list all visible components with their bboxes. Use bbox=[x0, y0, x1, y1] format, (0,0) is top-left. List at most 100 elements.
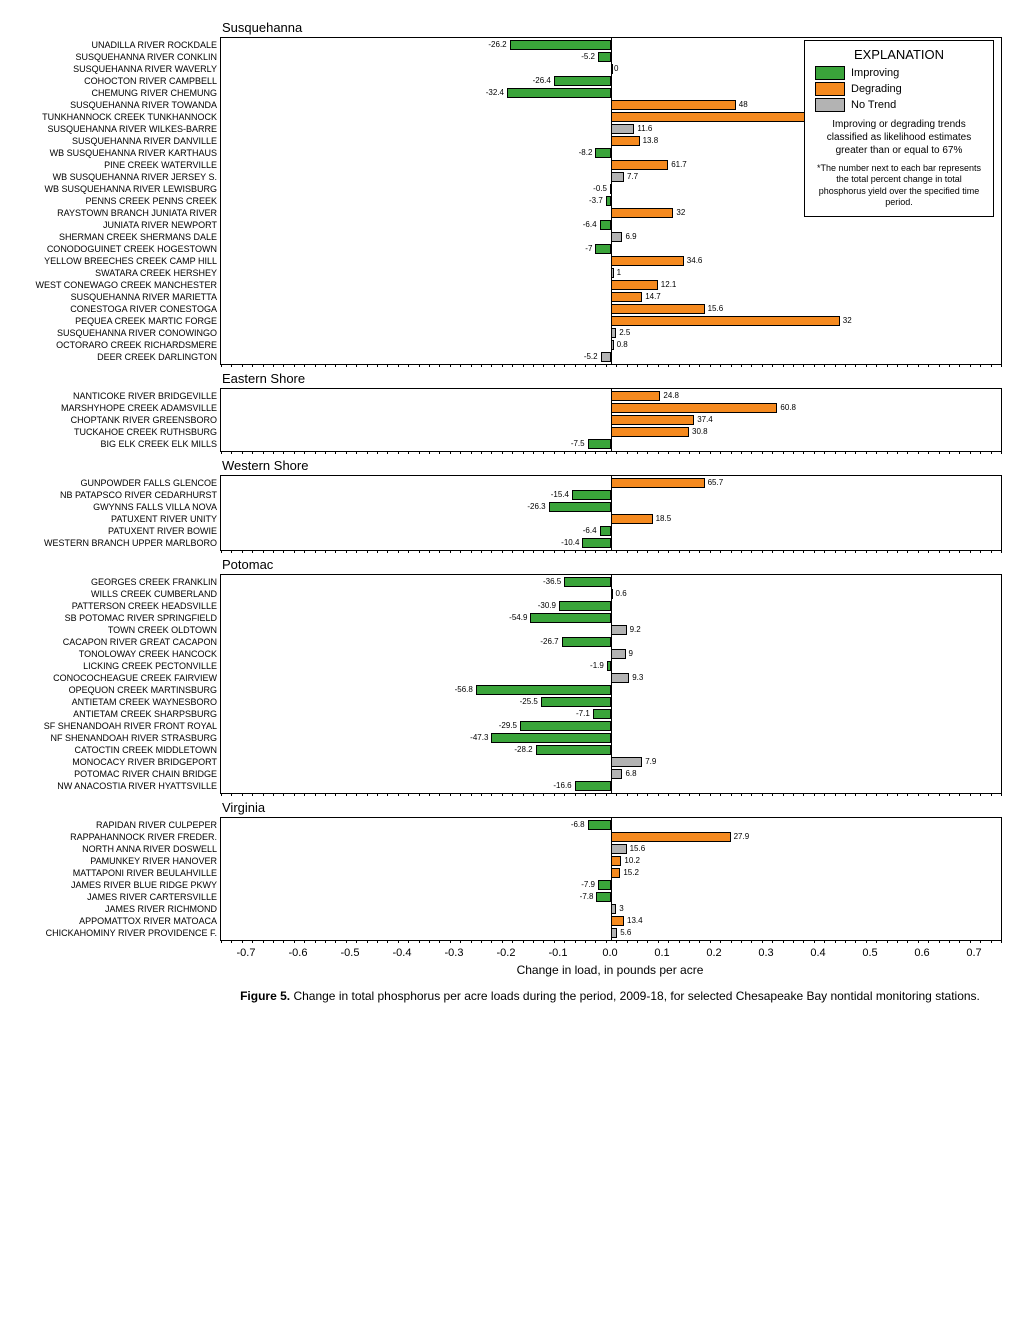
x-tick-label: -0.4 bbox=[393, 947, 412, 959]
minor-tick bbox=[231, 940, 232, 943]
minor-tick bbox=[679, 364, 680, 367]
minor-tick bbox=[699, 550, 700, 553]
minor-tick bbox=[647, 550, 648, 553]
minor-tick bbox=[939, 451, 940, 454]
minor-tick bbox=[710, 940, 711, 943]
minor-tick bbox=[928, 451, 929, 454]
bar-value-label: -10.4 bbox=[561, 537, 579, 549]
minor-tick bbox=[959, 451, 960, 454]
minor-tick bbox=[897, 451, 898, 454]
minor-tick bbox=[450, 451, 451, 454]
bar bbox=[520, 721, 611, 731]
station-label: POTOMAC RIVER CHAIN BRIDGE bbox=[17, 768, 221, 780]
bar bbox=[611, 415, 694, 425]
minor-tick bbox=[855, 793, 856, 796]
station-label: JUNIATA RIVER NEWPORT bbox=[17, 219, 221, 231]
minor-tick bbox=[304, 793, 305, 796]
bar bbox=[491, 733, 611, 743]
bar bbox=[607, 661, 611, 671]
bar bbox=[600, 526, 611, 536]
minor-tick bbox=[523, 940, 524, 943]
station-row: YELLOW BREECHES CREEK CAMP HILL34.6 bbox=[221, 255, 1001, 267]
minor-tick bbox=[866, 550, 867, 553]
bar bbox=[611, 136, 640, 146]
station-label: WB SUSQUEHANNA RIVER LEWISBURG bbox=[17, 183, 221, 195]
station-row: JAMES RIVER RICHMOND3 bbox=[221, 903, 1001, 915]
minor-tick bbox=[876, 550, 877, 553]
minor-tick bbox=[564, 550, 565, 553]
minor-tick bbox=[304, 940, 305, 943]
minor-tick bbox=[668, 364, 669, 367]
minor-tick bbox=[346, 550, 347, 553]
bar bbox=[611, 124, 634, 134]
x-tick-label: -0.2 bbox=[497, 947, 516, 959]
legend-item: No Trend bbox=[815, 98, 983, 112]
station-row: CONESTOGA RIVER CONESTOGA15.6 bbox=[221, 303, 1001, 315]
minor-tick bbox=[616, 550, 617, 553]
bar bbox=[559, 601, 611, 611]
minor-tick bbox=[575, 940, 576, 943]
minor-tick bbox=[762, 793, 763, 796]
panel-title: Virginia bbox=[220, 800, 1000, 815]
station-row: MONOCACY RIVER BRIDGEPORT7.9 bbox=[221, 756, 1001, 768]
station-row: GUNPOWDER FALLS GLENCOE65.7 bbox=[221, 477, 1001, 489]
tick-row bbox=[221, 793, 1001, 798]
minor-tick bbox=[585, 451, 586, 454]
station-label: APPOMATTOX RIVER MATOACA bbox=[17, 915, 221, 927]
plot-area: RAPIDAN RIVER CULPEPER-6.8RAPPAHANNOCK R… bbox=[220, 817, 1002, 941]
minor-tick bbox=[263, 793, 264, 796]
minor-tick bbox=[429, 793, 430, 796]
station-row: CHOPTANK RIVER GREENSBORO37.4 bbox=[221, 414, 1001, 426]
legend-swatch bbox=[815, 66, 845, 80]
minor-tick bbox=[512, 451, 513, 454]
x-tick-label: -0.3 bbox=[445, 947, 464, 959]
minor-tick bbox=[439, 364, 440, 367]
station-label: CACAPON RIVER GREAT CACAPON bbox=[17, 636, 221, 648]
minor-tick bbox=[367, 940, 368, 943]
station-label: PAMUNKEY RIVER HANOVER bbox=[17, 855, 221, 867]
minor-tick bbox=[481, 550, 482, 553]
station-row: CONODOGUINET CREEK HOGESTOWN-7 bbox=[221, 243, 1001, 255]
bar-value-label: -0.5 bbox=[593, 183, 607, 195]
minor-tick bbox=[824, 940, 825, 943]
minor-tick bbox=[429, 451, 430, 454]
bar bbox=[611, 868, 620, 878]
station-label: SUSQUEHANNA RIVER MARIETTA bbox=[17, 291, 221, 303]
minor-tick bbox=[637, 793, 638, 796]
minor-tick bbox=[991, 364, 992, 367]
minor-tick bbox=[294, 793, 295, 796]
minor-tick bbox=[543, 550, 544, 553]
minor-tick bbox=[502, 451, 503, 454]
minor-tick bbox=[783, 940, 784, 943]
station-row: ANTIETAM CREEK WAYNESBORO-25.5 bbox=[221, 696, 1001, 708]
minor-tick bbox=[689, 451, 690, 454]
x-tick-label: 0.0 bbox=[602, 947, 617, 959]
minor-tick bbox=[471, 940, 472, 943]
minor-tick bbox=[575, 793, 576, 796]
bar-value-label: -6.8 bbox=[571, 819, 585, 831]
station-label: OPEQUON CREEK MARTINSBURG bbox=[17, 684, 221, 696]
minor-tick bbox=[980, 940, 981, 943]
station-label: NW ANACOSTIA RIVER HYATTSVILLE bbox=[17, 780, 221, 792]
minor-tick bbox=[866, 940, 867, 943]
minor-tick bbox=[939, 940, 940, 943]
bar-value-label: 15.2 bbox=[623, 867, 639, 879]
minor-tick bbox=[585, 364, 586, 367]
minor-tick bbox=[263, 451, 264, 454]
station-row: SWATARA CREEK HERSHEY1 bbox=[221, 267, 1001, 279]
station-row: JAMES RIVER CARTERSVILLE-7.8 bbox=[221, 891, 1001, 903]
minor-tick bbox=[814, 451, 815, 454]
minor-tick bbox=[876, 451, 877, 454]
minor-tick bbox=[762, 451, 763, 454]
minor-tick bbox=[959, 550, 960, 553]
minor-tick bbox=[377, 940, 378, 943]
minor-tick bbox=[689, 364, 690, 367]
minor-tick bbox=[627, 364, 628, 367]
station-label: TONOLOWAY CREEK HANCOCK bbox=[17, 648, 221, 660]
minor-tick bbox=[252, 364, 253, 367]
minor-tick bbox=[980, 550, 981, 553]
bar bbox=[611, 208, 673, 218]
bar bbox=[611, 649, 626, 659]
station-label: WB SUSQUEHANNA RIVER KARTHAUS bbox=[17, 147, 221, 159]
minor-tick bbox=[502, 940, 503, 943]
